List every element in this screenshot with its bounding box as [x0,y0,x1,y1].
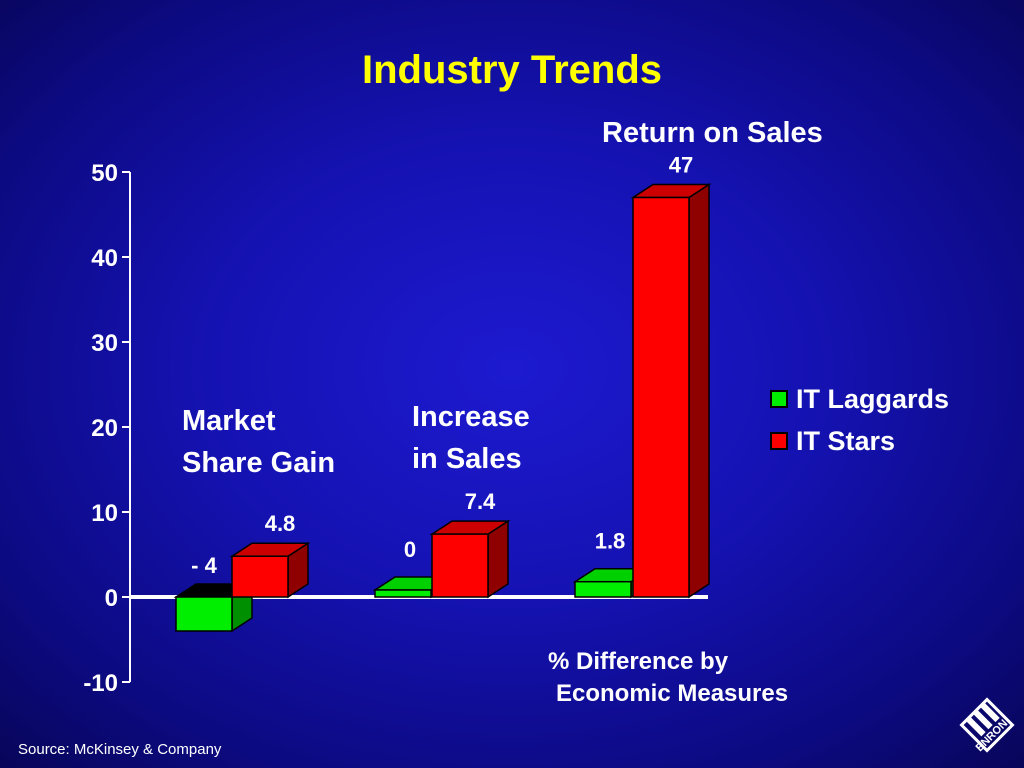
legend-item-laggards: IT Laggards [770,378,949,420]
increase-in-sales-line2: in Sales [412,443,522,476]
stars-bar-2-value-label: 7.4 [465,489,496,514]
increase-in-sales-line1: Increase [412,401,530,433]
legend-item-stars: IT Stars [770,420,949,462]
source-note: Source: McKinsey & Company [18,741,222,758]
increase-in-sales-label: Increase in Sales [412,396,530,480]
legend-label-laggards: IT Laggards [796,383,950,414]
return-on-sales-label: Return on Sales [602,112,823,154]
stars-bar-3-front [632,196,690,598]
y-tick-label: 10 [91,500,118,527]
slide-title: Industry Trends [361,48,663,92]
laggards-bar-1-front [175,596,233,632]
legend-swatch-laggards [770,390,788,408]
y-tick-label: 0 [105,585,118,612]
stars-bar-3-value-label: 47 [669,153,693,178]
axis-title-line1: % Difference by [548,648,729,675]
laggards-bar-2-front [374,589,432,598]
y-tick-label: 20 [91,415,118,442]
market-share-gain-line2: Share Gain [182,447,336,480]
logo-wordmark: ENRON [974,718,1011,755]
y-tick-label: -10 [83,670,118,697]
laggards-bar-2-value-label: 0 [404,537,416,562]
return-on-sales-text: Return on Sales [602,117,823,149]
laggards-bar-3-value-label: 1.8 [595,529,626,554]
market-share-gain-line1: Market [182,405,276,437]
axis-title-line2: Economic Measures [556,680,789,708]
y-tick-label: 50 [91,160,118,187]
laggards-bar-3-front [574,580,632,598]
axis-title: % Difference by Economic Measures [548,646,788,711]
y-tick-label: 40 [91,245,118,272]
y-tick-label: 30 [91,330,118,357]
laggards-bar-1-value-label: - 4 [191,553,217,578]
legend-swatch-stars [770,432,788,450]
legend-label-stars: IT Stars [796,425,896,456]
stars-bar-1-front [231,555,289,598]
stars-bar-1-value-label: 4.8 [265,511,296,536]
chart-legend: IT Laggards IT Stars [770,378,949,462]
stars-bar-2-front [431,533,489,598]
enron-logo: ENRON [959,697,1015,755]
stars-bar-3-side [688,183,710,599]
market-share-gain-label: Market Share Gain [182,400,335,484]
